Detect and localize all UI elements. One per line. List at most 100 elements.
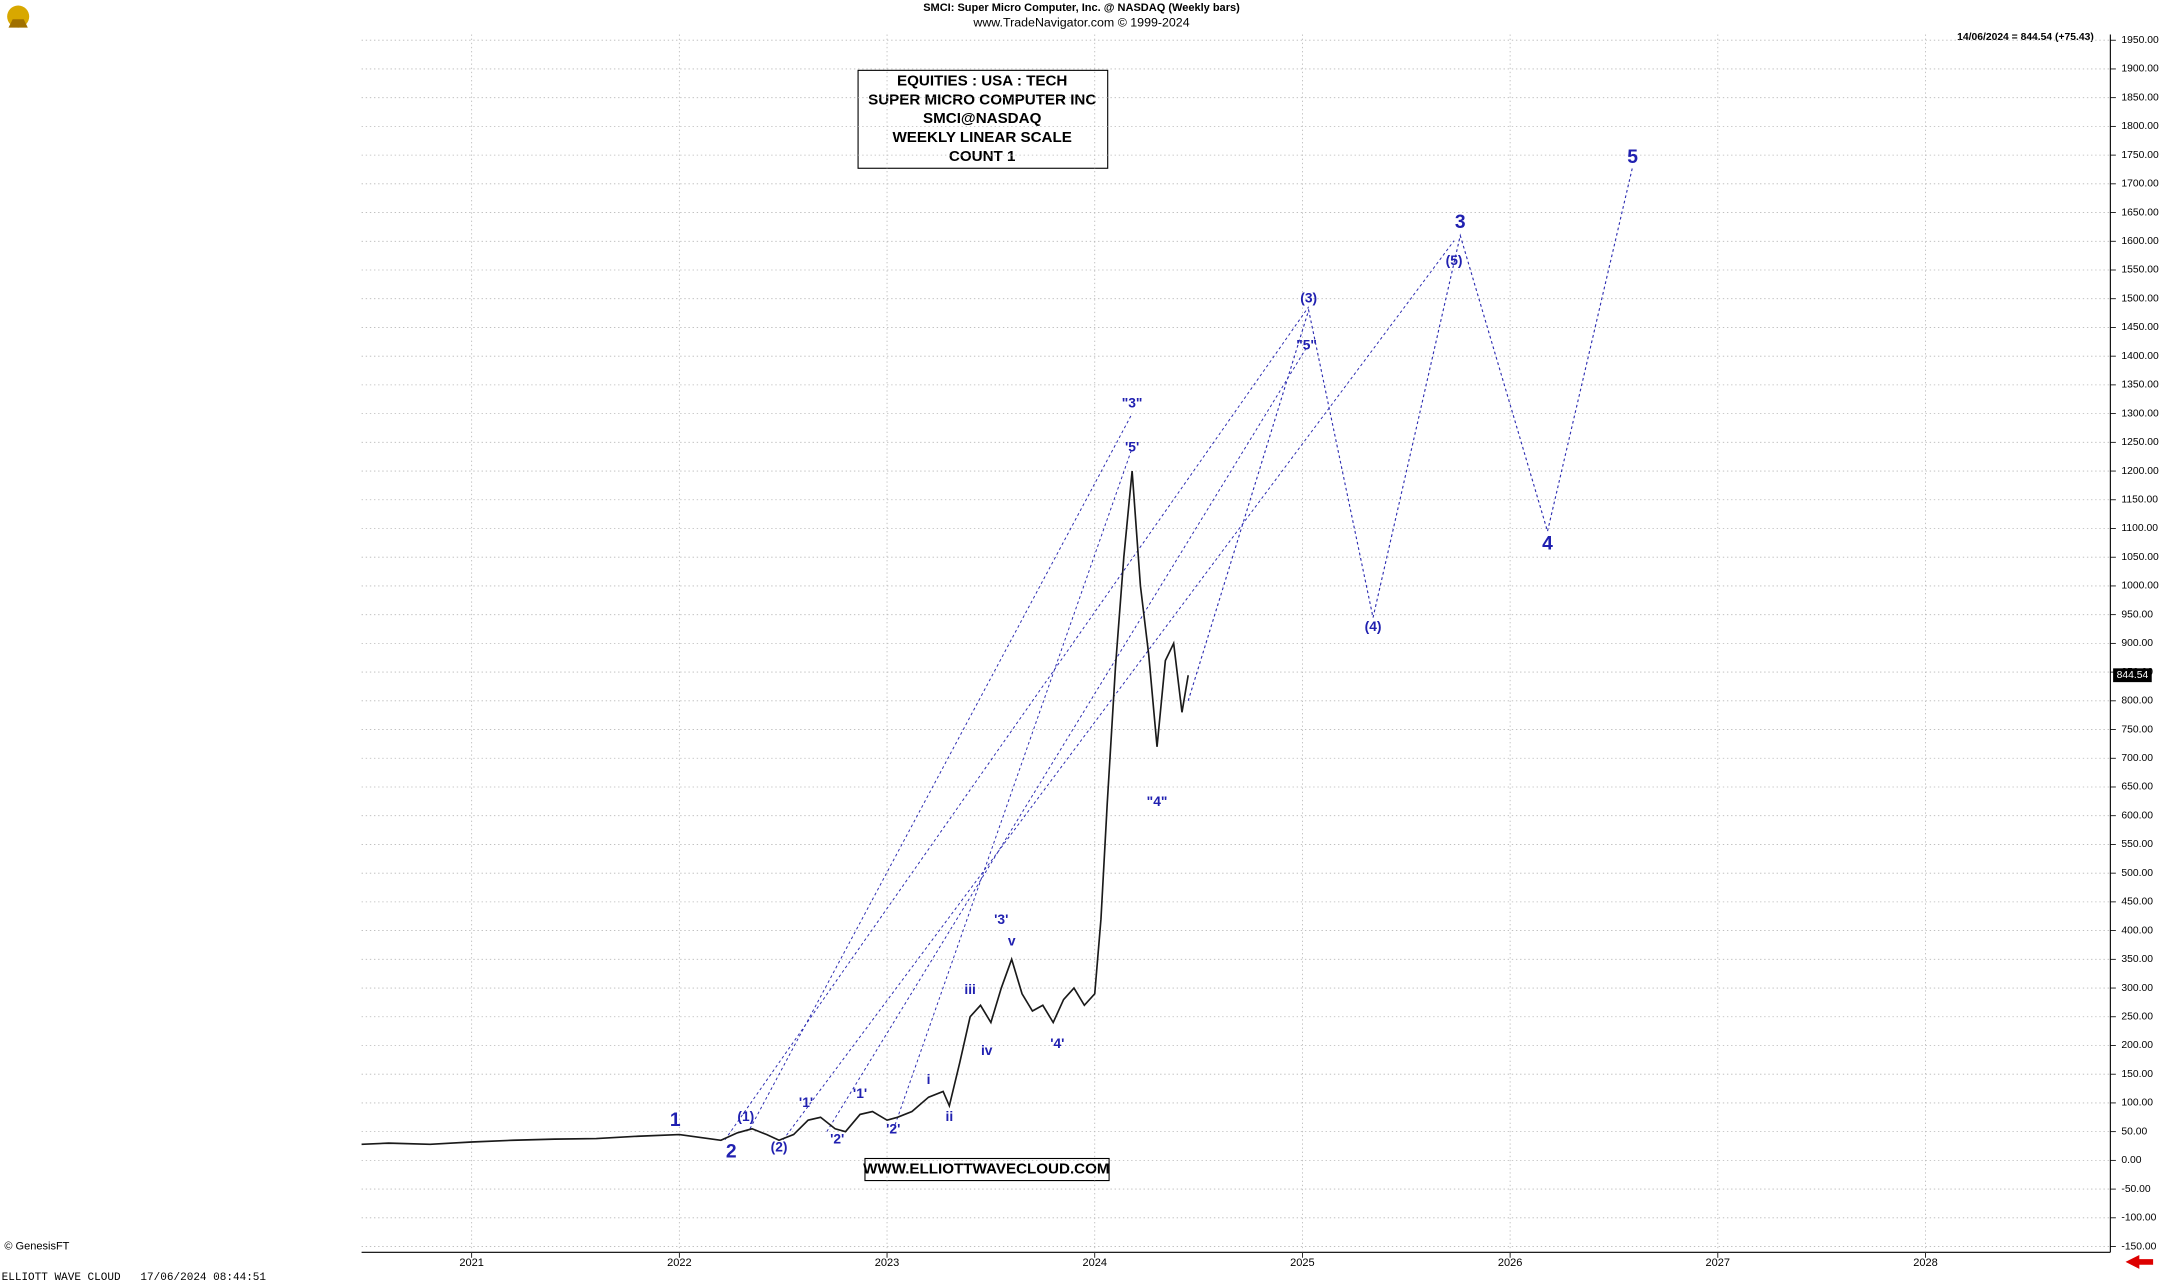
guide-line: [749, 413, 1133, 1130]
y-tick-label: 0.00: [2121, 1155, 2141, 1166]
website: WWW.ELLIOTTWAVECLOUD.COM: [863, 1161, 1109, 1178]
chart-title: SMCI: Super Micro Computer, Inc. @ NASDA…: [923, 2, 1240, 14]
wave-label: v: [1008, 934, 1016, 949]
wave-label: '1': [799, 1095, 813, 1110]
info-box: [857, 69, 1109, 169]
y-tick-label: 1900.00: [2121, 64, 2159, 75]
y-tick-label: 1250.00: [2121, 437, 2159, 448]
wave-label: 3: [1455, 212, 1466, 233]
wave-label: '3': [994, 912, 1008, 927]
y-tick-label: 950.00: [2121, 609, 2153, 620]
x-tick-label: 2028: [1913, 1257, 1938, 1269]
y-tick-label: 1100.00: [2121, 523, 2158, 534]
x-tick-label: 2027: [1706, 1257, 1731, 1269]
y-tick-label: 100.00: [2121, 1098, 2153, 1109]
y-tick-label: 1600.00: [2121, 236, 2159, 247]
y-tick-label: 500.00: [2121, 868, 2153, 879]
guide-line: [724, 306, 1310, 1140]
wave-label: (3): [1300, 290, 1317, 305]
y-tick-label: 150.00: [2121, 1069, 2153, 1080]
y-tick-label: -150.00: [2121, 1241, 2156, 1252]
chart-subtitle: www.TradeNavigator.com © 1999-2024: [972, 16, 1189, 30]
x-tick-label: 2023: [875, 1257, 900, 1269]
y-tick-label: 200.00: [2121, 1040, 2153, 1051]
info-line: SUPER MICRO COMPUTER INC: [868, 91, 1096, 108]
wave-label: (2): [771, 1139, 788, 1154]
y-tick-label: 350.00: [2121, 954, 2153, 965]
y-tick-label: 1750.00: [2121, 150, 2159, 161]
y-tick-label: -100.00: [2121, 1213, 2156, 1224]
wave-label: (5): [1446, 253, 1463, 268]
y-tick-label: 650.00: [2121, 782, 2153, 793]
y-tick-label: 550.00: [2121, 839, 2153, 850]
y-tick-label: 1950.00: [2121, 35, 2159, 46]
wave-label: '2': [830, 1131, 844, 1146]
info-line: WEEKLY LINEAR SCALE: [893, 129, 1072, 146]
y-tick-label: 1700.00: [2121, 179, 2159, 190]
y-tick-label: 600.00: [2121, 810, 2153, 821]
y-tick-label: 800.00: [2121, 696, 2153, 707]
wave-label: i: [927, 1072, 931, 1087]
y-tick-label: 1200.00: [2121, 466, 2159, 477]
y-tick-label: 400.00: [2121, 925, 2153, 936]
price-line: [361, 470, 1190, 1146]
info-line: EQUITIES : USA : TECH: [897, 72, 1067, 89]
projection-line: [1187, 166, 1634, 701]
wave-label: "5": [1296, 337, 1317, 352]
y-tick-label: 1050.00: [2121, 552, 2159, 563]
y-tick-label: 1000.00: [2121, 581, 2159, 592]
wave-label: 1: [670, 1110, 681, 1131]
y-tick-label: 1350.00: [2121, 380, 2159, 391]
y-tick-label: 1500.00: [2121, 293, 2159, 304]
y-tick-label: 300.00: [2121, 983, 2153, 994]
last-price-box: [2113, 668, 2152, 683]
footer-stamp: ELLIOTT WAVE CLOUD 17/06/2024 08:44:51: [2, 1272, 267, 1284]
x-tick-label: 2021: [459, 1257, 484, 1269]
wave-label: iii: [964, 982, 975, 997]
guide-line: [782, 240, 1455, 1140]
y-tick-label: -50.00: [2121, 1184, 2151, 1195]
y-tick-label: 750.00: [2121, 724, 2153, 735]
x-tick-label: 2024: [1082, 1257, 1107, 1269]
copyright: © GenesisFT: [4, 1241, 69, 1253]
info-line: SMCI@NASDAQ: [923, 110, 1042, 127]
y-tick-label: 1300.00: [2121, 408, 2159, 419]
y-tick-label: 700.00: [2121, 753, 2153, 764]
wave-label: (4): [1365, 619, 1382, 634]
x-tick-label: 2026: [1498, 1257, 1523, 1269]
y-tick-label: 1800.00: [2121, 121, 2159, 132]
guide-line: [892, 447, 1133, 1131]
x-tick-label: 2022: [667, 1257, 692, 1269]
y-tick-label: 1850.00: [2121, 92, 2159, 103]
last-price: 844.54: [2117, 670, 2149, 681]
x-tick-label: 2025: [1290, 1257, 1315, 1269]
wave-label: 4: [1542, 534, 1553, 555]
wave-label: '1': [853, 1086, 867, 1101]
logo: [7, 5, 30, 28]
wave-label: 5: [1627, 147, 1638, 168]
y-tick-label: 1150.00: [2121, 495, 2158, 506]
y-tick-label: 1400.00: [2121, 351, 2159, 362]
last-close-label: 14/06/2024 = 844.54 (+75.43): [1957, 32, 2094, 43]
wave-label: ii: [946, 1109, 954, 1124]
y-tick-label: 450.00: [2121, 897, 2153, 908]
website-box: [864, 1157, 1110, 1182]
y-tick-label: 50.00: [2121, 1126, 2147, 1137]
wave-label: "4": [1147, 794, 1168, 809]
y-tick-label: 1450.00: [2121, 322, 2159, 333]
wave-label: '2': [886, 1122, 900, 1137]
y-tick-label: 1650.00: [2121, 207, 2159, 218]
guide-line: [826, 343, 1310, 1132]
wave-label: "3": [1122, 395, 1143, 410]
wave-label: (1): [737, 1109, 754, 1124]
wave-label: '4': [1050, 1036, 1064, 1051]
y-tick-label: 1550.00: [2121, 265, 2159, 276]
scroll-arrow[interactable]: [2125, 1255, 2154, 1269]
wave-label: iv: [981, 1043, 993, 1058]
wave-label: 2: [726, 1141, 737, 1162]
y-tick-label: 900.00: [2121, 638, 2153, 649]
info-line: COUNT 1: [949, 148, 1016, 165]
y-tick-label: 250.00: [2121, 1011, 2153, 1022]
